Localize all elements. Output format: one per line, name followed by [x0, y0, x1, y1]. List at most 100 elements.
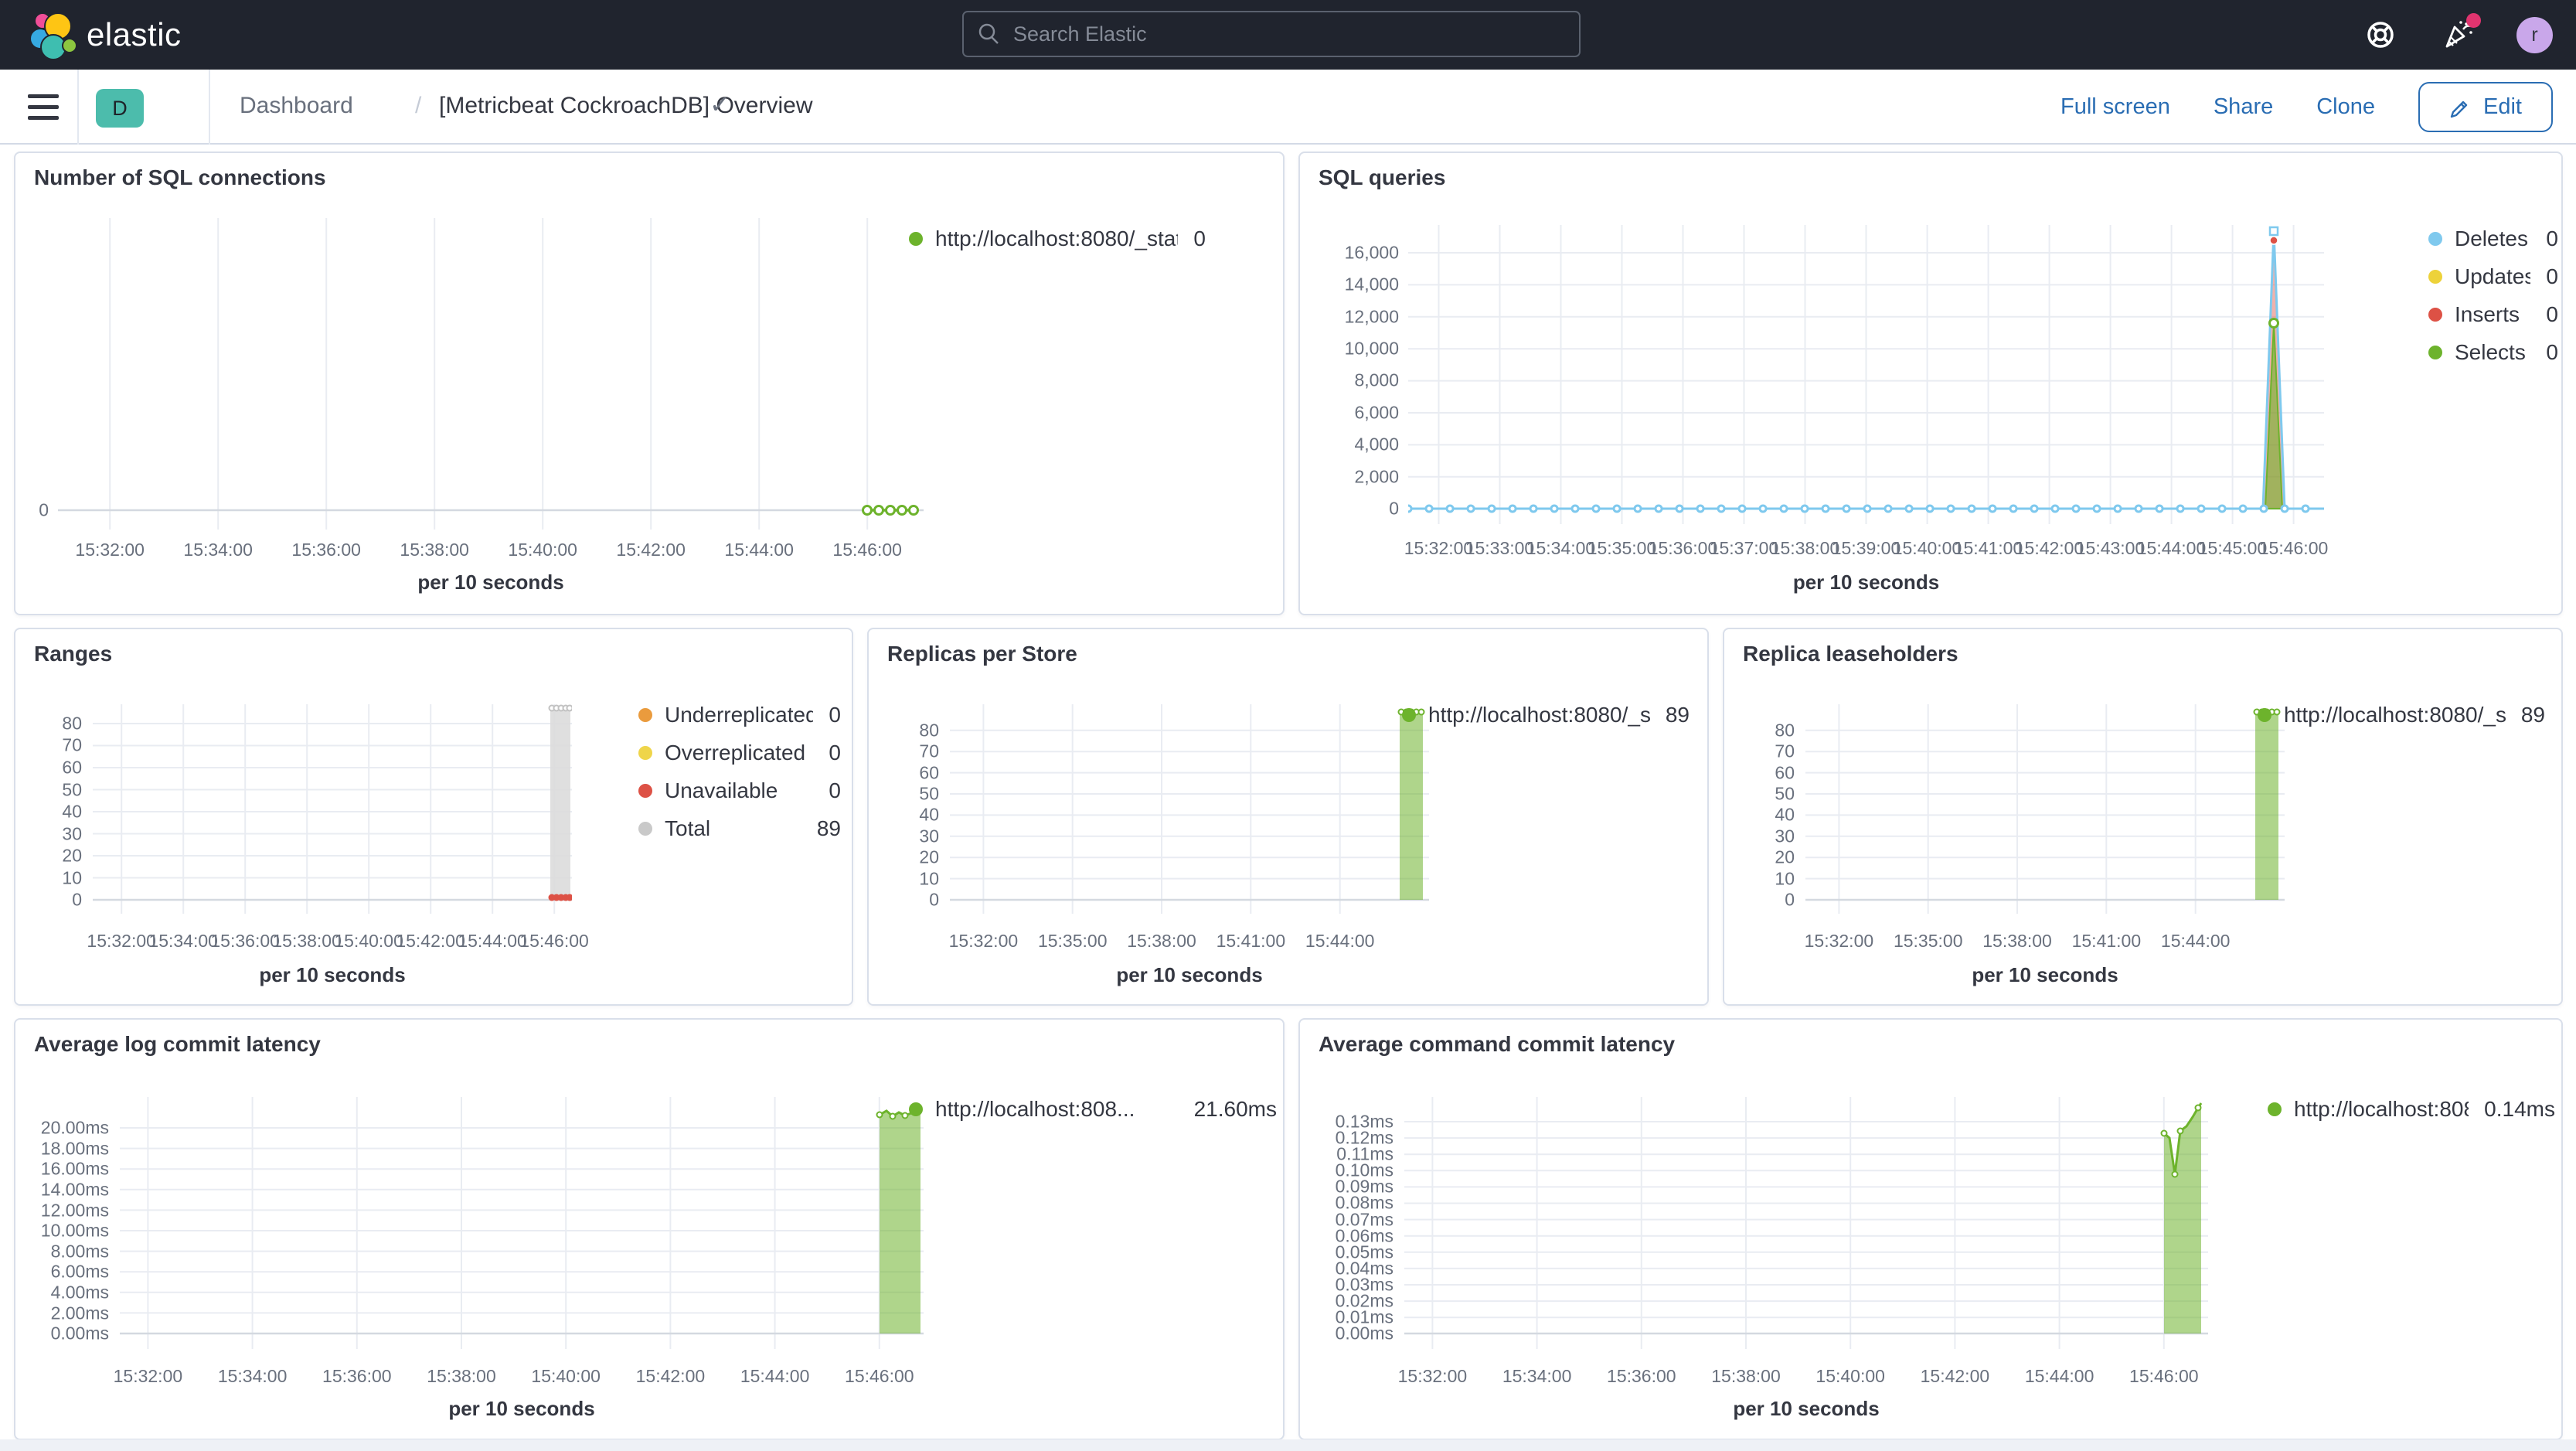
help-button[interactable] — [2362, 16, 2399, 53]
x-axis-label: per 10 seconds — [1116, 963, 1263, 986]
x-tick-label: 15:38:00 — [1711, 1366, 1781, 1386]
y-tick-label: 40 — [62, 801, 82, 822]
legend-item[interactable]: Selects 0 — [2428, 340, 2558, 365]
menu-button[interactable] — [28, 90, 62, 124]
y-tick-label: 4.00ms — [50, 1282, 109, 1303]
legend-value: 0 — [2546, 302, 2558, 326]
y-tick-label: 2,000 — [1354, 466, 1399, 487]
x-tick-label: 15:40:00 — [508, 540, 577, 560]
x-tick-label: 15:32:00 — [948, 931, 1019, 951]
x-tick-label: 15:42:00 — [1920, 1366, 1990, 1386]
y-tick-label: 6,000 — [1354, 402, 1399, 423]
panel-title[interactable]: Average log commit latency — [34, 1032, 321, 1056]
panel-title[interactable]: SQL queries — [1319, 165, 1446, 189]
y-tick-label: 10,000 — [1344, 338, 1399, 359]
panel-title[interactable]: Average command commit latency — [1319, 1032, 1676, 1056]
x-tick-label: 15:44:00 — [740, 1366, 810, 1386]
legend-item[interactable]: http://localhost:808... 21.60ms — [909, 1097, 1277, 1122]
panel-title[interactable]: Replica leaseholders — [1743, 642, 1958, 666]
legend-dot — [2268, 1102, 2282, 1116]
y-tick-label: 6.00ms — [50, 1261, 109, 1282]
y-tick-label: 12,000 — [1344, 306, 1399, 327]
legend-item[interactable]: http://localhost:8080/_sta... 89 — [1402, 703, 1690, 727]
legend-dot — [2428, 232, 2442, 246]
y-tick-label: 60 — [919, 762, 939, 783]
y-tick-label: 0.01ms — [1335, 1306, 1393, 1327]
x-tick-label: 15:34:00 — [1526, 538, 1596, 558]
legend-value: 89 — [816, 816, 841, 840]
panel-avg-command-commit-latency: Average command commit latency — [1298, 1018, 2563, 1440]
sql-connections-chart[interactable] — [58, 218, 924, 530]
x-tick-label: 15:45:00 — [2197, 538, 2268, 558]
x-tick-label: 15:38:00 — [400, 540, 469, 560]
avg-command-commit-latency-chart[interactable] — [1404, 1097, 2208, 1349]
replica-leaseholders-chart[interactable] — [1805, 704, 2285, 914]
x-tick-label: 15:44:00 — [458, 931, 527, 951]
replica-leaseholders-plot — [1805, 704, 2285, 914]
x-axis-label: per 10 seconds — [417, 571, 564, 594]
x-tick-label: 15:46:00 — [845, 1366, 914, 1386]
clone-button[interactable]: Clone — [2316, 94, 2376, 119]
x-tick-label: 15:36:00 — [210, 931, 280, 951]
x-tick-label: 15:35:00 — [1893, 931, 1963, 951]
legend-item[interactable]: Inserts 0 — [2428, 302, 2558, 327]
x-tick-label: 15:34:00 — [148, 931, 218, 951]
y-tick-label: 0.10ms — [1335, 1160, 1393, 1180]
legend-item[interactable]: http://localhost:8080/_stat... 0 — [909, 227, 1206, 251]
y-tick-label: 0.05ms — [1335, 1242, 1393, 1262]
y-tick-label: 0 — [1785, 889, 1795, 910]
panel-title[interactable]: Ranges — [34, 642, 113, 666]
y-tick-label: 20 — [919, 846, 939, 867]
y-tick-label: 0 — [929, 889, 939, 910]
sql-queries-chart[interactable] — [1408, 225, 2324, 524]
x-tick-label: 15:32:00 — [113, 1366, 183, 1386]
y-tick-label: 70 — [62, 734, 82, 755]
top-app-bar: elastic — [0, 0, 2576, 70]
dashboard-app-badge[interactable]: D — [96, 89, 144, 128]
search-input[interactable] — [1013, 22, 1554, 46]
y-tick-label: 14.00ms — [40, 1179, 109, 1200]
panel-title[interactable]: Number of SQL connections — [34, 165, 326, 189]
y-tick-label: 40 — [1775, 804, 1795, 825]
ranges-chart[interactable] — [93, 704, 572, 914]
breadcrumb-separator: / — [415, 93, 422, 118]
breadcrumb-dashboard[interactable]: Dashboard — [240, 93, 353, 118]
newsfeed-button[interactable] — [2439, 13, 2481, 53]
panel-ranges: Ranges 80 70 60 50 40 3 — [14, 628, 853, 1006]
y-tick-label: 8,000 — [1354, 370, 1399, 390]
avg-log-commit-latency-plot — [120, 1097, 924, 1349]
legend-value: 0 — [2546, 227, 2558, 250]
y-tick-label: 12.00ms — [40, 1200, 109, 1220]
user-avatar[interactable]: r — [2516, 16, 2553, 53]
panel-title[interactable]: Replicas per Store — [887, 642, 1077, 666]
legend-item[interactable]: Total 89 — [638, 816, 841, 841]
legend-item[interactable]: http://localhost:8080/_sta... 89 — [2258, 703, 2545, 727]
legend-dot — [638, 746, 652, 760]
full-screen-button[interactable]: Full screen — [2060, 94, 2170, 119]
global-search[interactable] — [962, 11, 1581, 57]
legend-item[interactable]: Unavailable 0 — [638, 778, 841, 803]
y-tick-label: 18.00ms — [40, 1138, 109, 1159]
legend-label: Overreplicated — [665, 741, 806, 765]
y-tick-label: 80 — [1775, 720, 1795, 741]
x-tick-label: 15:44:00 — [724, 540, 794, 560]
avg-log-commit-latency-chart[interactable] — [120, 1097, 924, 1349]
y-tick-label: 70 — [1775, 741, 1795, 761]
edit-button[interactable]: Edit — [2418, 82, 2553, 132]
y-tick-label: 50 — [1775, 783, 1795, 804]
legend-item[interactable]: Overreplicated 0 — [638, 741, 841, 765]
replicas-per-store-chart[interactable] — [950, 704, 1429, 914]
y-tick-label: 60 — [1775, 762, 1795, 783]
legend-label: Unavailable — [665, 778, 778, 802]
legend-item[interactable]: Deletes 0 — [2428, 227, 2558, 251]
legend-item[interactable]: Underreplicated 0 — [638, 703, 841, 727]
elastic-logo[interactable]: elastic — [22, 6, 182, 63]
legend-item[interactable]: Updates 0 — [2428, 264, 2558, 289]
y-tick-label: 40 — [919, 804, 939, 825]
legend-label: http://localhost:8080/_sta... — [2284, 703, 2506, 727]
x-tick-label: 15:42:00 — [616, 540, 686, 560]
x-tick-label: 15:32:00 — [75, 540, 145, 560]
share-button[interactable]: Share — [2213, 94, 2274, 119]
legend-item[interactable]: http://localhost:8080... 0.14ms — [2268, 1097, 2555, 1122]
sql-connections-plot — [58, 218, 924, 530]
